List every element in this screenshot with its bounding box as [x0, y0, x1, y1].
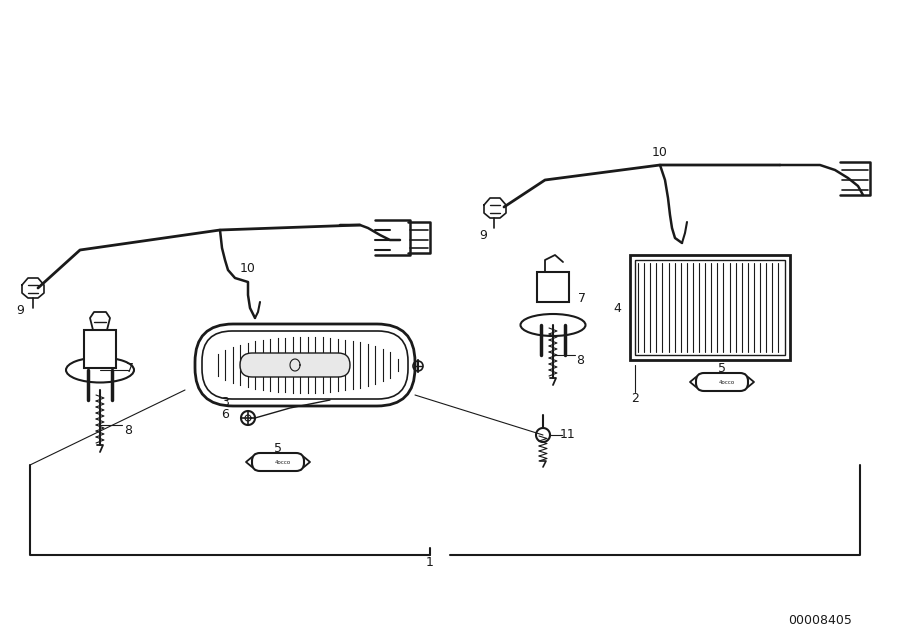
Text: 4occo: 4occo — [274, 459, 291, 464]
Text: 8: 8 — [124, 424, 132, 436]
FancyBboxPatch shape — [696, 373, 748, 391]
Text: 9: 9 — [16, 303, 24, 317]
Ellipse shape — [66, 357, 134, 382]
Text: 8: 8 — [576, 354, 584, 366]
Text: 4occo: 4occo — [719, 380, 735, 385]
Bar — [84, 330, 116, 368]
Text: 00008405: 00008405 — [788, 613, 852, 627]
Text: 3: 3 — [221, 396, 229, 408]
Text: 11: 11 — [560, 429, 576, 441]
Ellipse shape — [520, 314, 586, 336]
Bar — [537, 272, 569, 302]
Text: 9: 9 — [479, 229, 487, 241]
Text: 4: 4 — [613, 301, 621, 315]
Text: 5: 5 — [274, 441, 282, 455]
Text: 1: 1 — [426, 557, 434, 569]
FancyBboxPatch shape — [195, 324, 415, 406]
Bar — [630, 255, 790, 360]
FancyBboxPatch shape — [252, 453, 304, 471]
FancyBboxPatch shape — [240, 353, 350, 377]
Text: 2: 2 — [631, 392, 639, 404]
Text: 10: 10 — [240, 262, 256, 275]
Text: 6: 6 — [221, 408, 229, 422]
Text: 5: 5 — [718, 362, 726, 375]
Text: 10: 10 — [652, 145, 668, 159]
Text: 7: 7 — [126, 362, 134, 375]
Text: 7: 7 — [578, 292, 586, 304]
Bar — [635, 260, 785, 355]
